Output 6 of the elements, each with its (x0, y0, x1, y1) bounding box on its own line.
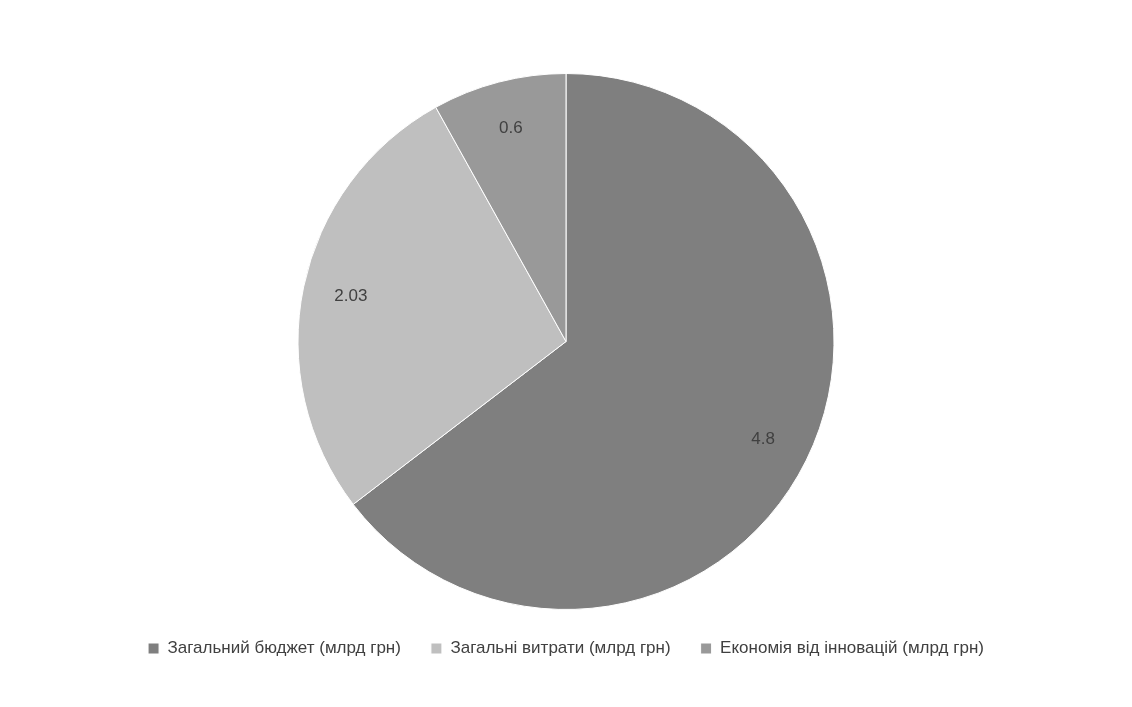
data-label: 4.8 (751, 428, 775, 448)
legend-label: Загальний бюджет (млрд грн) (167, 638, 401, 658)
legend-label: Загальні витрати (млрд грн) (450, 638, 671, 658)
data-label: 0.6 (499, 118, 523, 138)
data-label: 2.03 (334, 286, 368, 306)
legend-label: Економія від інновацій (млрд грн) (720, 638, 984, 658)
